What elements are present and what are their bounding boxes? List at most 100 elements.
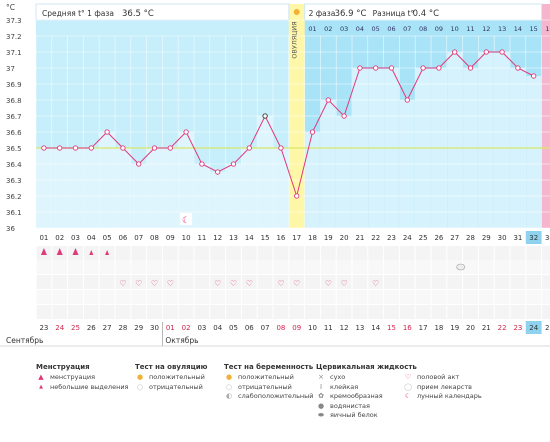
row-cell bbox=[178, 260, 194, 274]
phase2-day-label: 10 bbox=[451, 25, 459, 33]
moon-box bbox=[180, 213, 192, 225]
row-cell bbox=[210, 246, 226, 260]
row-cell bbox=[463, 246, 478, 260]
test-positive-icon: ● bbox=[136, 373, 144, 381]
temperature-point bbox=[499, 49, 505, 55]
temp-column bbox=[83, 148, 99, 228]
temperature-point bbox=[309, 129, 316, 135]
legend-menstruation: Менструация ▲ менструация ▲ небольшие выде… bbox=[36, 362, 128, 392]
sticky-icon: I bbox=[319, 382, 323, 391]
temperature-point bbox=[341, 113, 347, 119]
month-label: Сентябрь bbox=[6, 336, 43, 345]
row-cell bbox=[99, 290, 115, 304]
temperature-point bbox=[183, 129, 189, 135]
row-cell bbox=[99, 305, 115, 319]
temperature-point bbox=[436, 65, 442, 71]
cycle-day-label: 14 bbox=[245, 234, 254, 242]
cycle-day-label: 07 bbox=[134, 234, 143, 242]
row-cell bbox=[384, 290, 399, 304]
temp-column bbox=[494, 52, 510, 228]
temp-column bbox=[52, 148, 68, 228]
header-phase2-label: 2 фаза bbox=[309, 9, 336, 18]
legend-item: отрицательный bbox=[149, 382, 203, 391]
temp-column bbox=[478, 52, 494, 228]
calendar-day-label: 29 bbox=[134, 324, 143, 332]
row-cell bbox=[147, 246, 162, 260]
calendar-day-label: 08 bbox=[276, 324, 285, 332]
legend-pregnancy-test: Тест на беременность ● положительный ○ отр… bbox=[224, 362, 314, 402]
row-cell bbox=[257, 275, 273, 289]
row-cell bbox=[526, 246, 542, 260]
legend-item: отрицательный bbox=[238, 382, 292, 391]
row-cell bbox=[431, 290, 447, 304]
phase2-day-label: 08 bbox=[419, 25, 427, 33]
temperature-point bbox=[325, 97, 331, 103]
row-cell bbox=[447, 275, 463, 289]
temperature-line bbox=[43, 51, 534, 198]
temp-column bbox=[241, 148, 257, 228]
row-cell bbox=[52, 290, 68, 304]
temperature-point bbox=[104, 129, 110, 135]
row-cell bbox=[257, 260, 273, 274]
row-cell bbox=[115, 275, 131, 289]
heart-icon: ♡ bbox=[404, 373, 412, 381]
row-cell bbox=[399, 305, 415, 319]
current-date-marker bbox=[525, 321, 542, 334]
row-cell bbox=[289, 275, 305, 289]
calendar-day-label: 17 bbox=[419, 324, 428, 332]
row-cell bbox=[162, 246, 178, 260]
temperature-point bbox=[262, 113, 268, 119]
calendar-day-label: 19 bbox=[450, 324, 459, 332]
menstruation-icon bbox=[40, 248, 47, 255]
egg-white-icon: ⬬ bbox=[318, 411, 324, 420]
phase2-day-label: 04 bbox=[356, 25, 364, 33]
cycle-day-label: 29 bbox=[482, 234, 491, 242]
row-cell bbox=[336, 275, 352, 289]
heart-icon: ♡ bbox=[372, 279, 379, 288]
ovulation-label: ОВУЛЯЦИЯ bbox=[291, 21, 299, 58]
legend-pregnancy-test-title: Тест на беременность bbox=[224, 363, 314, 371]
y-tick-label: 36.3 bbox=[6, 177, 22, 185]
row-cell bbox=[447, 305, 463, 319]
cycle-day-label: 05 bbox=[103, 234, 112, 242]
calendar-day-label: 06 bbox=[245, 324, 254, 332]
temperature-point bbox=[483, 49, 489, 55]
row-cell bbox=[384, 246, 399, 260]
heart-icon: ♡ bbox=[214, 279, 221, 288]
phase2-day-label: 15 bbox=[530, 25, 538, 33]
row-cell bbox=[463, 275, 478, 289]
row-cell bbox=[494, 260, 510, 274]
legend-cervical-title: Цервикальная жидкость bbox=[316, 363, 417, 371]
row-cell bbox=[368, 246, 384, 260]
row-cell bbox=[320, 275, 336, 289]
calendar-day-label: 23 bbox=[39, 324, 48, 332]
cycle-day-label: 28 bbox=[466, 234, 475, 242]
row-cell bbox=[226, 290, 241, 304]
phase2-day-label: 09 bbox=[435, 25, 443, 33]
pill-icon bbox=[456, 263, 466, 271]
row-cell bbox=[131, 275, 147, 289]
legend-other: ♡ половой акт ◯ прием лекарств ☾ лунный кал… bbox=[403, 373, 482, 402]
row-cell bbox=[542, 246, 550, 260]
cycle-day-label: 16 bbox=[276, 234, 285, 242]
row-cell bbox=[131, 305, 147, 319]
heart-icon: ♡ bbox=[119, 279, 126, 288]
row-cell bbox=[210, 305, 226, 319]
row-cell bbox=[305, 275, 320, 289]
row-cell bbox=[368, 290, 384, 304]
moon-icon: ☾ bbox=[182, 216, 190, 226]
row-cell bbox=[257, 246, 273, 260]
calendar-day-label: 23 bbox=[513, 324, 522, 332]
row-cell bbox=[83, 290, 99, 304]
temperature-point bbox=[215, 169, 221, 175]
phase2-day-label: 03 bbox=[340, 25, 348, 33]
menstruation-icon bbox=[72, 248, 79, 255]
phase2-day-label: 02 bbox=[324, 25, 332, 33]
row-cell bbox=[384, 305, 399, 319]
calendar-day-label: 05 bbox=[229, 324, 238, 332]
cycle-day-label: 15 bbox=[261, 234, 270, 242]
row-cell bbox=[273, 275, 289, 289]
row-cell bbox=[305, 305, 320, 319]
row-cell bbox=[194, 275, 210, 289]
